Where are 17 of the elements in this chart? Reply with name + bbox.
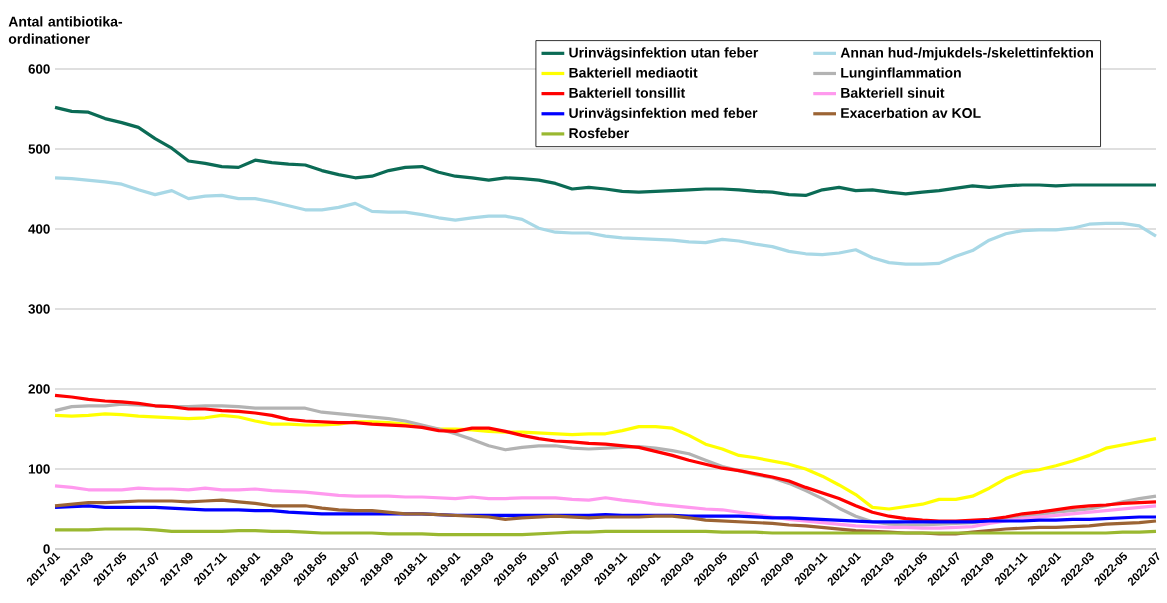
legend-label: Annan hud-/mjukdels-/skelettinfektion	[840, 47, 1093, 61]
y-tick-label: 300	[28, 304, 50, 314]
legend-label: Bakteriell mediaotit	[569, 67, 698, 78]
legend-label: Rosfeber	[569, 127, 629, 139]
legend-label: Lunginflammation	[841, 67, 961, 81]
legend-label: Urinvägsinfektion med feber	[569, 107, 758, 121]
y-tick-label: 200	[28, 384, 50, 394]
legend-label: Bakteriell sinuit	[841, 87, 945, 98]
y-axis-title: Antal antibiotika-ordinationer	[8, 16, 123, 44]
y-tick-label: 500	[28, 144, 50, 154]
legend-label: Urinvägsinfektion utan feber	[569, 47, 759, 61]
y-tick-label: 100	[28, 464, 50, 474]
legend-label: Exacerbation av KOL	[841, 107, 981, 118]
y-tick-label: 0	[43, 544, 50, 554]
y-tick-label: 600	[28, 64, 50, 74]
y-tick-label: 400	[28, 224, 50, 234]
legend-label: Bakteriell tonsillit	[569, 87, 686, 98]
